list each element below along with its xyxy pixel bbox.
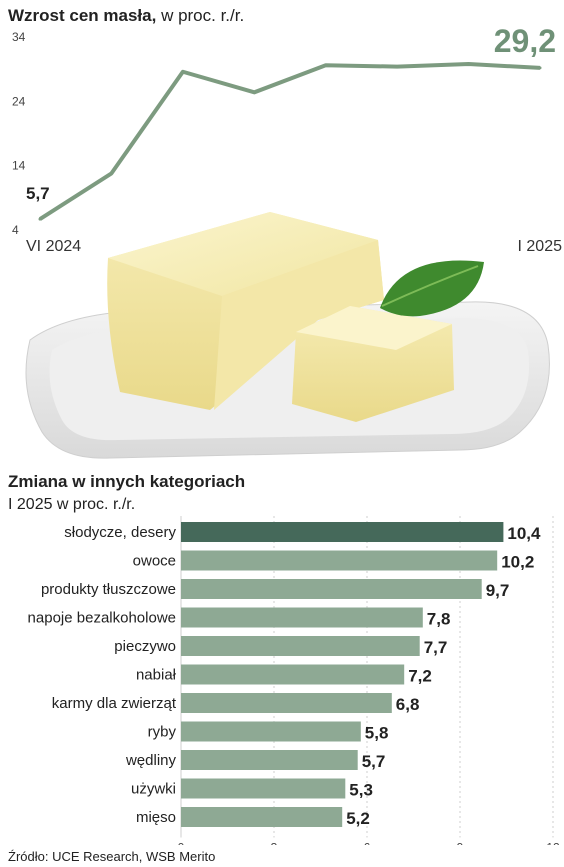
line-chart-title: Wzrost cen masła, w proc. r./r.: [8, 6, 245, 25]
bar-value-label: 5,8: [365, 724, 389, 743]
x-tick-label: 9: [457, 841, 464, 846]
bar: [181, 607, 423, 628]
bar-value-label: 7,8: [427, 610, 451, 629]
bar-value-label: 7,2: [408, 667, 432, 686]
bar: [181, 778, 346, 799]
data-point: [395, 65, 399, 69]
bar: [181, 693, 392, 713]
bar-value-label: 10,2: [501, 553, 534, 572]
y-tick-label: 4: [12, 223, 19, 237]
bar: [181, 807, 343, 827]
category-label: słodycze, desery: [64, 524, 176, 541]
bar-value-label: 6,8: [396, 695, 420, 714]
line-chart-subtitle: w proc. r./r.: [161, 6, 245, 25]
x-tick-label-start: VI 2024: [26, 238, 81, 255]
bar-value-label: 9,7: [486, 581, 510, 600]
category-label: używki: [131, 781, 176, 798]
category-label: napoje bezalkoholowe: [28, 610, 176, 627]
x-tick-label: 6: [364, 841, 371, 846]
bar: [181, 721, 361, 742]
category-label: wędliny: [125, 752, 177, 769]
x-tick-label: 3: [271, 841, 278, 846]
bar-chart-subtitle: I 2025 w proc. r./r.: [8, 496, 136, 513]
data-point: [467, 62, 471, 66]
bar: [181, 750, 358, 770]
x-tick-label: 0: [178, 841, 185, 846]
bar-chart-title: Zmiana w innych kategoriach: [8, 472, 246, 491]
bar: [181, 579, 482, 599]
x-tick-label-end: I 2025: [518, 238, 563, 255]
bar: [181, 522, 504, 542]
line-chart: 4 14 24 34 5,7 29,2 VI 2024 I 2025: [12, 23, 563, 255]
data-point: [324, 63, 328, 67]
category-label: owoce: [133, 553, 176, 570]
bar-value-label: 10,4: [507, 524, 541, 543]
start-value-label: 5,7: [26, 184, 50, 203]
y-tick-label: 34: [12, 30, 26, 44]
bar-value-label: 5,3: [349, 781, 373, 800]
source-note: Źródło: UCE Research, WSB Merito: [8, 849, 216, 864]
bar-chart: 0 3 6 9 12 słodycze, desery 10,4 owoce 10,2 produ…: [28, 516, 560, 846]
data-point: [38, 217, 42, 221]
data-point: [538, 66, 542, 70]
bar: [181, 550, 498, 571]
bar-value-label: 5,2: [346, 809, 370, 828]
category-label: karmy dla zwierząt: [52, 695, 177, 712]
bar-value-label: 5,7: [362, 752, 386, 771]
end-value-label: 29,2: [494, 23, 556, 59]
butter-illustration: [25, 212, 550, 459]
y-tick-label: 14: [12, 159, 26, 173]
data-point: [109, 171, 113, 175]
bar-value-label: 7,7: [424, 638, 448, 657]
series-line: [38, 62, 541, 221]
data-point: [252, 90, 256, 94]
category-label: pieczywo: [114, 638, 176, 655]
bar: [181, 636, 420, 656]
category-label: mięso: [136, 809, 176, 826]
category-label: produkty tłuszczowe: [41, 581, 176, 598]
category-label: ryby: [148, 724, 177, 741]
bar: [181, 664, 405, 685]
y-tick-label: 24: [12, 94, 26, 108]
x-tick-label: 12: [546, 841, 560, 846]
data-point: [181, 70, 185, 74]
category-label: nabiał: [136, 667, 177, 684]
